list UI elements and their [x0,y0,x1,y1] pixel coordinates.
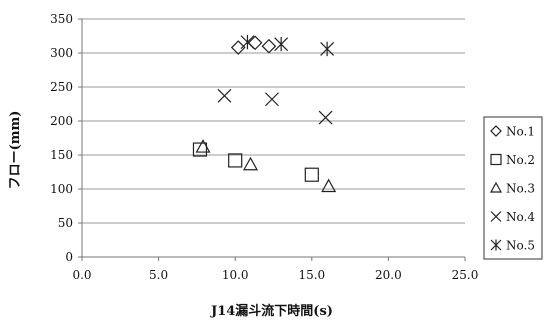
y-tick-label: 100 [50,182,73,196]
point-No.2-2 [304,167,319,182]
point-No.5-0 [240,34,255,50]
y-axis-title: フロー(mm) [8,111,23,190]
x-tick-labels: 0.0 5.0 10.0 15.0 20.0 25.0 [72,268,478,282]
legend-label: No.1 [506,125,535,139]
x-tick-label: 0.0 [72,268,91,282]
legend: No.1 No.2 No.3 No.4 No.5 [483,116,543,260]
point-No.2-0 [192,142,208,157]
point-No.5-1 [274,37,289,52]
point-No.1-1 [247,35,263,51]
legend-label: No.4 [506,210,535,224]
x-tick-label: 15.0 [298,268,325,282]
x-tick-label: 20.0 [375,268,402,282]
legend-marker-No.4 [490,211,502,222]
legend-marker-No.3 [489,181,503,193]
y-tick-label: 200 [50,114,73,128]
legend-marker-No.1 [490,125,502,137]
point-No.1-0 [230,40,246,55]
grid-lines [82,18,465,224]
point-No.1-2 [261,38,277,54]
legend-label: No.5 [506,239,535,253]
x-tick-label: 10.0 [222,268,249,282]
y-tick-label: 50 [58,216,73,230]
y-tick-label: 0 [65,250,73,264]
y-tick-label: 150 [50,148,73,162]
x-tick-label: 25.0 [452,268,479,282]
legend-label: No.3 [506,182,535,196]
y-tick-label: 300 [50,46,73,60]
legend-label: No.2 [506,153,535,167]
point-No.2-1 [228,153,243,168]
y-tick-label: 350 [50,12,73,26]
point-No.5-2 [320,41,335,57]
x-tick-label: 5.0 [149,268,168,282]
point-No.4-2 [318,110,333,125]
x-axis-title: J14漏斗流下時間(s) [210,303,333,319]
y-tick-label: 250 [50,80,73,94]
point-No.3-1 [243,156,259,171]
point-No.3-2 [321,178,337,193]
legend-marker-No.5 [490,239,502,251]
axes [78,18,466,261]
point-No.3-0 [195,139,211,153]
point-No.4-0 [217,88,232,103]
legend-marker-No.2 [490,153,502,166]
y-tick-labels: 0 50 100 150 200 250 300 350 [50,12,73,264]
data-points [192,34,337,193]
point-No.4-1 [265,92,279,107]
